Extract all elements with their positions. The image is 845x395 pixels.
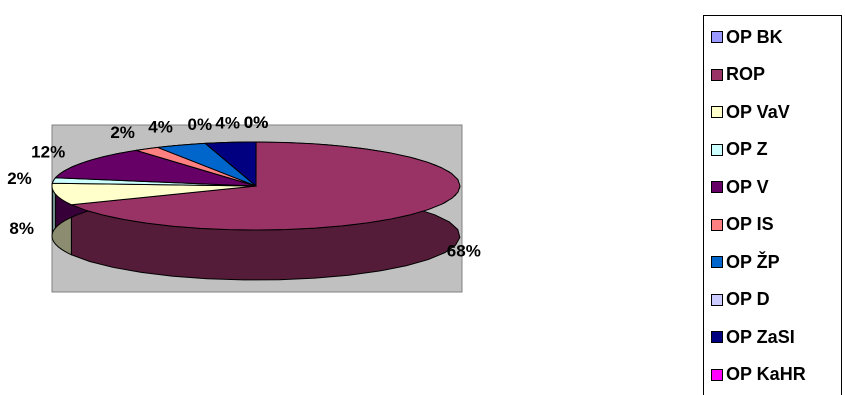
percent-label-op-d: 0% [188, 115, 213, 134]
legend-label: OP ŽP [726, 252, 780, 273]
legend-swatch [711, 106, 723, 118]
legend-label: OP ZaSI [726, 327, 795, 348]
legend-label: OP V [726, 177, 769, 198]
percent-label-op-v: 12% [31, 143, 65, 162]
legend-item-op-žp: OP ŽP [711, 251, 780, 273]
percent-label-rop: 68% [447, 241, 481, 260]
legend-label: OP VaV [726, 102, 790, 123]
legend-item-op-d: OP D [711, 289, 770, 311]
legend-item-op-bk: OP BK [711, 26, 783, 48]
legend-swatch [711, 331, 723, 343]
legend-label: OP KaHR [726, 364, 806, 385]
legend-swatch [711, 219, 723, 231]
legend-item-rop: ROP [711, 64, 765, 86]
legend-swatch [711, 144, 723, 156]
legend-item-op-z: OP Z [711, 139, 768, 161]
legend-item-op-zasi: OP ZaSI [711, 326, 795, 348]
legend-label: ROP [726, 64, 765, 85]
legend-swatch [711, 256, 723, 268]
legend-label: OP Z [726, 139, 768, 160]
percent-label-op-vav: 8% [9, 219, 34, 238]
legend-item-op-vav: OP VaV [711, 101, 790, 123]
legend-label: OP IS [726, 214, 774, 235]
legend-item-op-kahr: OP KaHR [711, 364, 806, 386]
legend: OP BK ROP OP VaV OP Z OP V OP IS OP ŽP OP D OP Z… [703, 15, 842, 395]
legend-swatch [711, 294, 723, 306]
legend-swatch [711, 369, 723, 381]
legend-swatch [711, 69, 723, 81]
pie-tops [52, 142, 460, 230]
percent-label-op-is: 2% [110, 123, 135, 142]
legend-label: OP D [726, 289, 770, 310]
percent-label-op-kahr: 0% [244, 113, 269, 132]
legend-item-op-is: OP IS [711, 214, 774, 236]
percent-label-op-žp: 4% [148, 117, 173, 136]
percent-label-op-z: 2% [7, 169, 32, 188]
legend-item-op-v: OP V [711, 176, 769, 198]
percent-label-op-zasi: 4% [215, 114, 240, 133]
legend-swatch [711, 181, 723, 193]
legend-swatch [711, 31, 723, 43]
legend-label: OP BK [726, 27, 783, 48]
